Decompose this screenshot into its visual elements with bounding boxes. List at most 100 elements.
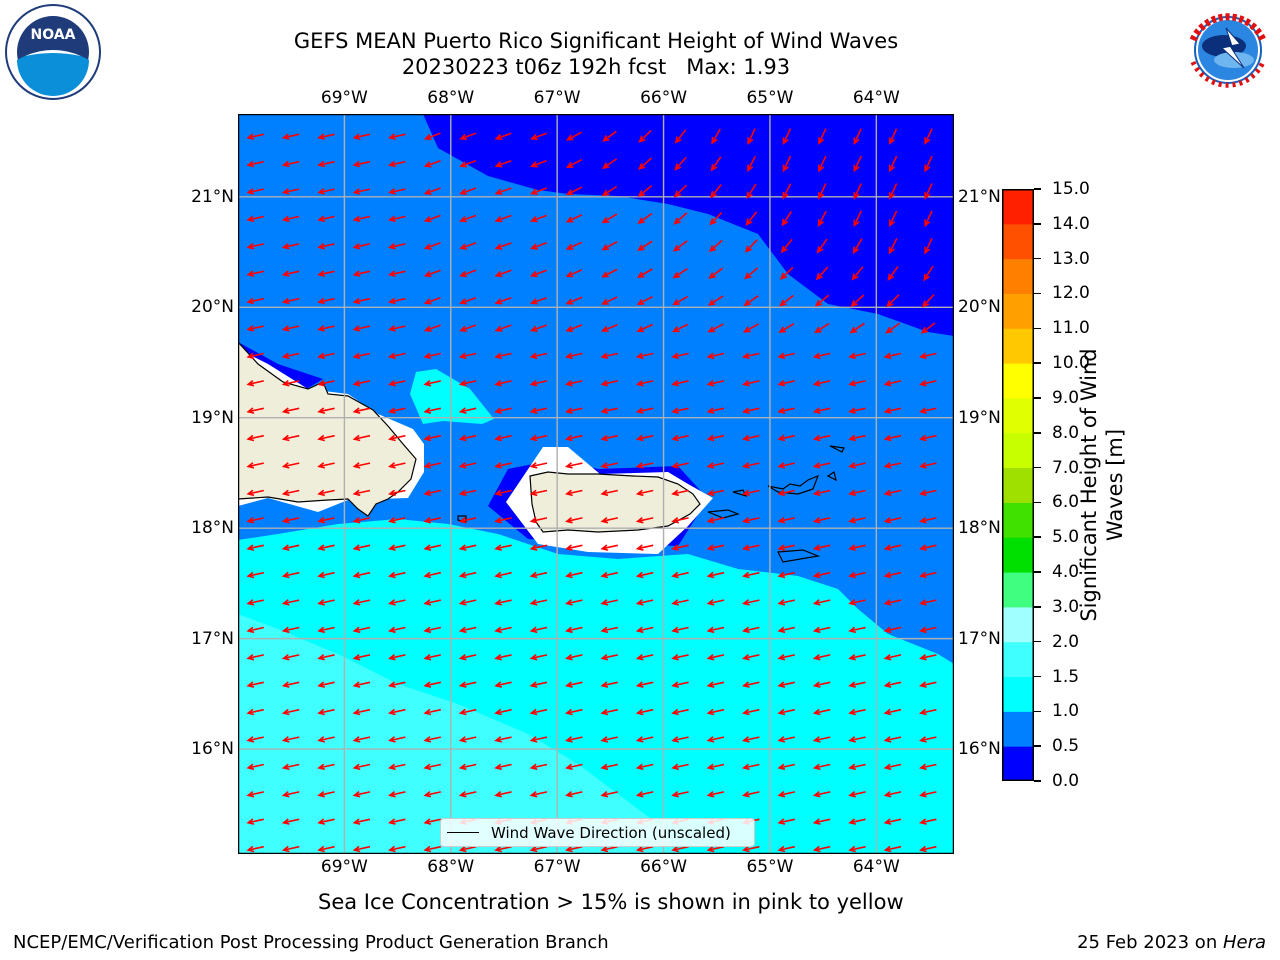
wind-wave-arrow bbox=[317, 188, 335, 195]
wind-wave-arrow bbox=[352, 489, 371, 497]
wind-wave-arrow bbox=[709, 211, 723, 226]
wind-wave-arrow bbox=[352, 818, 371, 825]
colorbar-segment bbox=[1002, 189, 1034, 225]
wind-wave-arrow bbox=[352, 270, 371, 277]
wind-wave-arrow bbox=[317, 763, 335, 771]
wind-wave-arrow bbox=[388, 188, 406, 195]
wind-wave-arrow bbox=[672, 295, 689, 306]
wind-wave-arrow bbox=[423, 845, 441, 853]
wind-wave-arrow bbox=[317, 215, 335, 223]
wind-wave-arrow bbox=[565, 352, 583, 360]
wind-wave-arrow bbox=[529, 242, 547, 250]
wind-wave-arrow bbox=[602, 130, 617, 142]
wind-wave-arrow bbox=[529, 599, 548, 606]
wind-wave-arrow bbox=[494, 708, 512, 716]
wind-wave-arrow bbox=[246, 818, 264, 825]
wind-wave-arrow bbox=[494, 681, 512, 688]
wind-wave-arrow bbox=[708, 267, 724, 279]
wind-wave-arrow bbox=[812, 571, 831, 579]
wind-wave-arrow bbox=[388, 763, 406, 771]
wind-wave-arrow bbox=[635, 653, 654, 661]
wind-wave-arrow bbox=[601, 268, 618, 278]
wind-wave-arrow bbox=[352, 763, 371, 771]
wind-wave-arrow bbox=[388, 352, 406, 360]
wind-wave-arrow bbox=[851, 266, 864, 281]
wind-wave-arrow bbox=[818, 183, 827, 200]
wind-wave-arrow bbox=[565, 653, 583, 661]
wind-wave-arrow bbox=[388, 845, 406, 853]
wind-wave-arrow bbox=[317, 544, 335, 551]
lat-tick-label-right: 20°N bbox=[958, 297, 1001, 318]
wind-wave-arrow bbox=[317, 653, 335, 661]
wind-wave-arrow bbox=[281, 434, 300, 442]
wind-wave-arrow bbox=[883, 489, 902, 497]
wind-wave-arrow bbox=[352, 188, 371, 195]
wind-wave-arrow bbox=[848, 818, 866, 825]
wind-wave-arrow bbox=[317, 379, 335, 387]
colorbar-segment bbox=[1002, 746, 1034, 781]
wind-wave-arrow bbox=[352, 379, 371, 387]
wind-wave-arrow bbox=[494, 187, 512, 195]
wind-wave-arrow bbox=[352, 407, 371, 414]
wind-wave-arrow bbox=[848, 681, 866, 688]
wind-wave-arrow bbox=[853, 128, 862, 145]
wind-wave-arrow bbox=[888, 128, 898, 145]
wind-wave-arrow bbox=[388, 653, 406, 661]
wind-wave-arrow bbox=[458, 434, 477, 442]
wind-wave-arrow bbox=[529, 379, 548, 387]
wind-wave-arrow bbox=[601, 185, 618, 197]
wind-wave-arrow bbox=[281, 544, 300, 551]
wind-wave-arrow bbox=[317, 489, 335, 497]
colorbar-tick-label: 8.0 bbox=[1052, 422, 1080, 443]
lat-tick-label-left: 21°N bbox=[191, 186, 234, 207]
wind-wave-arrow bbox=[600, 379, 618, 387]
wind-wave-arrow bbox=[529, 516, 548, 524]
wind-wave-arrow bbox=[777, 653, 795, 661]
lon-tick-label-bottom: 64°W bbox=[852, 857, 900, 877]
wind-wave-arrow bbox=[919, 845, 937, 853]
wind-wave-arrow bbox=[494, 434, 512, 442]
wind-wave-arrow bbox=[494, 379, 512, 387]
wind-wave-arrow bbox=[848, 489, 866, 497]
sea-ice-note: Sea Ice Concentration > 15% is shown in … bbox=[318, 890, 904, 914]
wind-wave-arrow bbox=[706, 434, 725, 442]
wind-wave-arrow bbox=[919, 516, 937, 524]
wind-wave-arrow bbox=[637, 212, 653, 224]
wind-wave-arrow bbox=[782, 155, 792, 173]
wind-wave-arrow bbox=[352, 544, 371, 551]
wind-wave-arrow bbox=[706, 489, 725, 497]
wind-wave-arrow bbox=[816, 238, 828, 254]
wind-wave-arrow bbox=[883, 708, 902, 716]
wind-wave-arrow bbox=[281, 845, 300, 853]
wind-wave-arrow bbox=[458, 653, 477, 661]
wind-wave-arrow bbox=[742, 626, 760, 634]
colorbar-tick-mark bbox=[1034, 257, 1041, 260]
wind-wave-arrow bbox=[782, 183, 792, 200]
lat-tick-label-right: 19°N bbox=[958, 407, 1001, 428]
wind-wave-arrow bbox=[710, 156, 722, 172]
wind-wave-arrow bbox=[388, 544, 406, 551]
wind-wave-arrow bbox=[671, 599, 689, 606]
legend-line-icon bbox=[447, 832, 479, 833]
wind-wave-arrow bbox=[529, 845, 548, 853]
wind-wave-arrow bbox=[742, 516, 760, 524]
wind-wave-arrow bbox=[848, 434, 866, 442]
wind-wave-arrow bbox=[458, 763, 477, 771]
lon-tick-label-top: 67°W bbox=[533, 88, 581, 108]
wind-wave-arrow bbox=[246, 653, 264, 661]
colorbar-tick-mark bbox=[1034, 466, 1041, 469]
lat-tick-label-left: 20°N bbox=[191, 297, 234, 318]
wind-wave-arrow bbox=[458, 626, 477, 634]
wind-wave-arrow bbox=[848, 544, 866, 551]
wind-wave-arrow bbox=[423, 681, 441, 688]
wind-wave-arrow bbox=[529, 407, 548, 414]
wind-wave-arrow bbox=[883, 763, 902, 771]
wind-wave-arrow bbox=[317, 352, 335, 360]
wind-wave-arrow bbox=[706, 790, 725, 798]
colorbar-tick-mark bbox=[1034, 780, 1041, 782]
wind-wave-arrow bbox=[246, 160, 264, 168]
wind-wave-arrow bbox=[529, 763, 548, 771]
wind-wave-arrow bbox=[494, 544, 512, 551]
lon-tick-label-top: 66°W bbox=[640, 88, 688, 108]
wind-wave-arrow bbox=[919, 708, 937, 716]
